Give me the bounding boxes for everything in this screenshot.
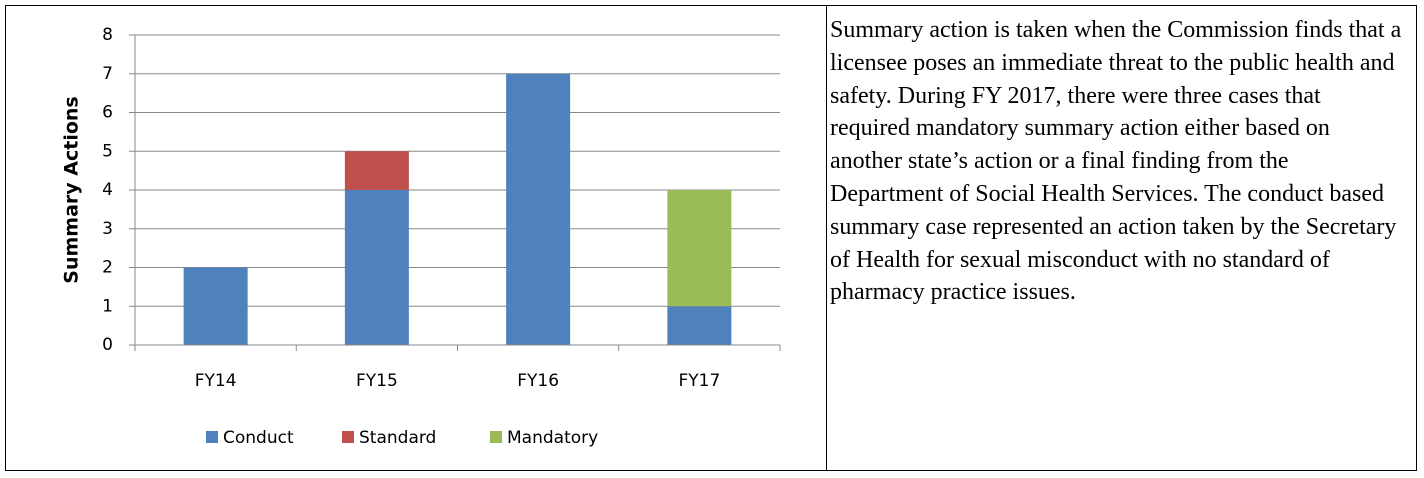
y-tick-label: 6: [102, 103, 113, 123]
y-tick-label: 1: [102, 296, 113, 316]
x-tick-label: FY17: [678, 371, 720, 391]
y-tick-label: 3: [102, 219, 113, 239]
legend-label: Mandatory: [507, 428, 598, 448]
cell-divider: [826, 5, 827, 471]
paragraph: Summary action is taken when the Commiss…: [830, 17, 1402, 306]
bar-segment: [667, 306, 732, 345]
y-tick-label: 4: [102, 180, 113, 200]
legend-swatch: [206, 431, 218, 443]
bar-segment: [344, 190, 409, 345]
legend-label: Conduct: [223, 428, 294, 448]
bar-segment: [667, 190, 732, 307]
x-tick-label: FY15: [356, 371, 398, 391]
y-tick-label: 8: [102, 25, 113, 45]
table-frame: [5, 5, 1417, 471]
legend-swatch: [490, 431, 502, 443]
bar-segment: [506, 73, 571, 345]
y-tick-label: 0: [102, 335, 113, 355]
chart: Summary Actions 0 1 2 3 4 5 6 7 8 FY14 FY15 FY16 FY1…: [61, 25, 781, 448]
y-axis-label: Summary Actions: [61, 96, 83, 283]
y-tick-label: 7: [102, 64, 113, 84]
x-tick-label: FY16: [517, 371, 559, 391]
bar-segment: [183, 267, 248, 345]
y-tick-label: 2: [102, 258, 113, 278]
bar-segment: [344, 151, 409, 190]
x-tick-label: FY14: [195, 371, 237, 391]
legend-swatch: [342, 431, 354, 443]
y-tick-label: 5: [102, 141, 113, 161]
legend-label: Standard: [359, 428, 436, 448]
